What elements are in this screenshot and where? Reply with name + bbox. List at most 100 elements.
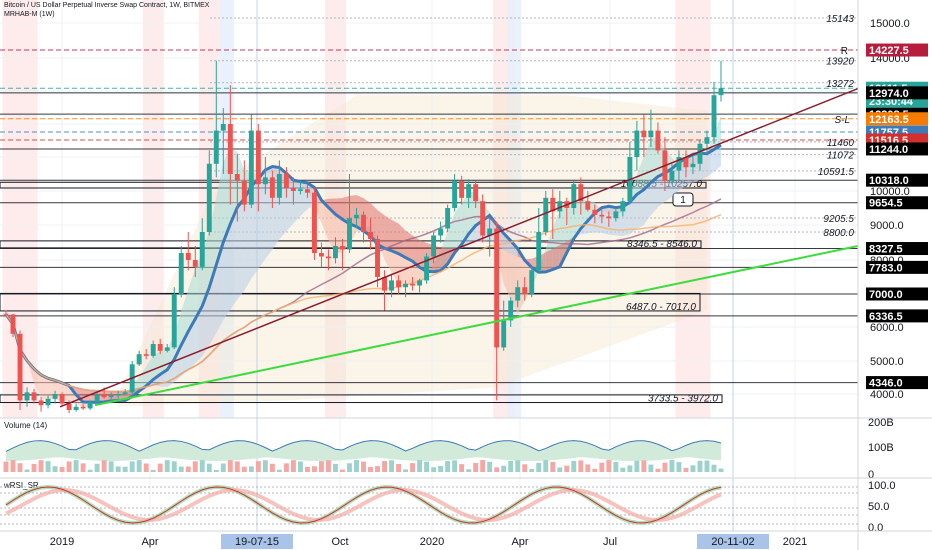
volume-bar-19	[136, 460, 142, 472]
volume-bar-20	[143, 463, 149, 472]
volume-bar-44	[311, 466, 317, 472]
candle-body-99	[697, 143, 703, 164]
time-highlight-bg-1	[697, 534, 769, 549]
slow-ribbon-seg-72	[503, 233, 511, 255]
slow-ribbon-seg-86	[601, 206, 609, 235]
price-tag-13[interactable]: 7000.0	[866, 287, 928, 302]
slow-ribbon-seg-93	[650, 176, 658, 215]
fast-ribbon-seg-22	[153, 351, 161, 380]
fast-ribbon-seg-4	[27, 360, 35, 383]
volume-bar-15	[108, 461, 114, 472]
volume-bar-25	[178, 466, 184, 472]
candle-body-54	[382, 277, 387, 291]
candle-body-73	[515, 287, 521, 301]
slow-ribbon-seg-34	[237, 198, 245, 300]
volume-bar-101	[711, 464, 717, 472]
price-tag-10[interactable]: 9654.5	[866, 196, 928, 210]
horizontal-levels: 15143 13920 13272 11460 11072 10591.5 9205.5 88…	[0, 14, 858, 384]
study-title: MRHAB-M (1W)	[4, 11, 55, 18]
candle-body-25	[178, 253, 184, 294]
slow-ribbon-seg-16	[111, 391, 119, 402]
price-tick-0: 15000.0	[870, 18, 910, 30]
annotation-box	[672, 192, 694, 207]
volume-bar-99	[697, 460, 703, 472]
candle-body-100	[704, 137, 710, 144]
price-tag-bg-8	[866, 142, 928, 156]
candle-body-20	[143, 354, 149, 356]
volume-tick-0: 200B	[868, 417, 894, 429]
volume-bar-43	[304, 466, 310, 472]
slow-ribbon-seg-91	[636, 189, 644, 230]
volume-bar-4	[31, 463, 37, 472]
level-label-7: 8800.0	[823, 228, 854, 239]
slow-ribbon-seg-56	[391, 219, 399, 254]
slow-ribbon-seg-67	[468, 225, 476, 246]
candle-body-90	[634, 130, 640, 157]
level-label-5: 10591.5	[818, 167, 855, 178]
slow-ribbon-seg-24	[167, 359, 175, 388]
volume-bar-94	[662, 462, 668, 472]
volume-bar-28	[199, 460, 205, 472]
price-tag-12[interactable]: 7783.0	[866, 260, 928, 275]
candle-body-35	[248, 130, 254, 205]
slow-ribbon-seg-79	[552, 244, 560, 270]
level-label-1: 13920	[826, 57, 854, 68]
volume-bar-57	[403, 469, 409, 472]
time-highlight-1[interactable]: 20-11-02	[697, 534, 769, 549]
volume-bar-74	[522, 464, 528, 472]
volume-bar-102	[718, 468, 724, 472]
volume-bar-58	[410, 463, 416, 472]
price-tag-5[interactable]: 12163.5	[866, 112, 928, 126]
candle-body-30	[213, 130, 219, 164]
candle-body-39	[276, 174, 282, 198]
price-tag-11[interactable]: 8327.5	[866, 242, 928, 256]
candle-body-69	[487, 228, 493, 236]
volume-bar-38	[269, 463, 275, 472]
candle-body-8	[59, 394, 65, 404]
price-tag-14[interactable]: 6336.5	[866, 309, 928, 323]
candle-body-84	[592, 209, 598, 215]
slow-ribbon-seg-42	[293, 180, 301, 224]
volume-bar-65	[459, 464, 465, 472]
volume-bar-67	[473, 462, 479, 472]
price-tag-bg-3	[866, 86, 928, 100]
candle-body-85	[599, 214, 605, 217]
level-label-3: 11460	[827, 138, 855, 149]
price-tag-0[interactable]: 14227.5	[866, 43, 928, 58]
volume-bar-91	[641, 460, 647, 472]
time-highlight-0[interactable]: 19-07-15	[221, 534, 293, 549]
price-tag-15[interactable]: 4346.0	[866, 376, 928, 390]
candle-body-12	[87, 402, 93, 409]
volume-bar-51	[361, 461, 366, 472]
price-tag-9[interactable]: 10318.0	[866, 173, 928, 188]
candle-body-53	[375, 239, 380, 277]
candle-body-33	[234, 174, 240, 181]
chart-title: Bitcoin / US Dollar Perpetual Inverse Sw…	[4, 2, 210, 9]
volume-bar-70	[494, 467, 500, 472]
candle-body-97	[683, 157, 689, 168]
price-tag-label-15: 4346.0	[869, 378, 903, 390]
time-tick-3: 2020	[420, 536, 444, 548]
candle-body-28	[199, 232, 205, 267]
slow-ribbon-seg-27	[188, 318, 196, 370]
volume-bar-97	[683, 467, 689, 472]
fast-ribbon-seg-58	[405, 257, 413, 286]
candle-body-11	[80, 406, 86, 409]
time-axis[interactable]: 2019 Apr Oct 2020 Apr Jul 2021 19-07-15 20-11-02	[50, 534, 807, 549]
candle-body-10	[73, 406, 79, 410]
price-tag-8[interactable]: 11244.0	[866, 142, 928, 156]
volume-bar-8	[59, 466, 65, 472]
volume-bar-49	[347, 463, 352, 472]
time-tick-0: 2019	[50, 536, 74, 548]
slow-ribbon-seg-55	[384, 215, 392, 251]
trend-lines	[59, 87, 859, 408]
fast-ribbon-seg-47	[328, 207, 336, 254]
red-trend-line	[59, 87, 859, 408]
slow-ribbon-seg-54	[377, 210, 385, 249]
volume-bar-56	[396, 464, 402, 472]
price-tick-2: 10000.0	[870, 186, 910, 198]
volume-bar-55	[389, 460, 394, 472]
price-tag-3[interactable]: 12974.0	[866, 86, 928, 100]
